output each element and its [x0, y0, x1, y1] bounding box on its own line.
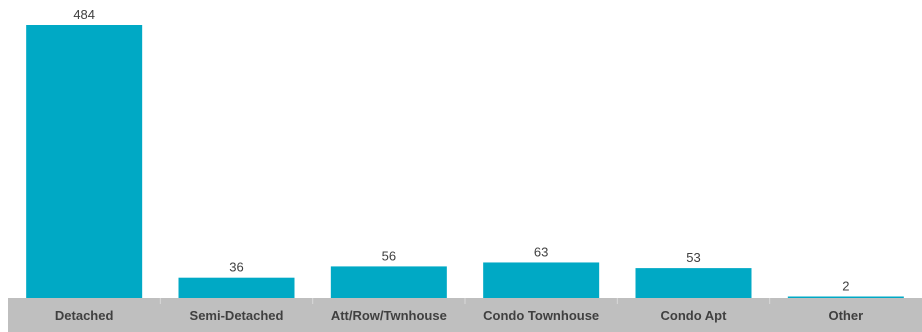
- value-label: 63: [534, 244, 548, 259]
- category-labels-group: Detached Semi-Detached Att/Row/Twnhouse Con…: [55, 308, 863, 323]
- value-labels-group: 484 36 56 63 53 2: [73, 7, 849, 294]
- bar-other: [787, 296, 904, 298]
- bar-condo-townhouse: [483, 262, 600, 298]
- category-label: Semi-Detached: [190, 308, 284, 323]
- category-label: Condo Townhouse: [483, 308, 599, 323]
- category-label: Condo Apt: [661, 308, 728, 323]
- category-label: Att/Row/Twnhouse: [331, 308, 447, 323]
- value-label: 484: [73, 7, 95, 22]
- category-label: Detached: [55, 308, 114, 323]
- bar-semi-detached: [178, 277, 295, 298]
- value-label: 56: [382, 248, 396, 263]
- bar-condo-apt: [635, 268, 752, 298]
- value-label: 36: [229, 260, 243, 275]
- bar-att-row-twnhouse: [330, 266, 447, 298]
- value-label: 2: [842, 279, 849, 294]
- category-dividers: [159, 298, 771, 304]
- category-label: Other: [828, 308, 863, 323]
- value-label: 53: [686, 250, 700, 265]
- bar-detached: [26, 25, 143, 298]
- bars-group: [26, 25, 904, 298]
